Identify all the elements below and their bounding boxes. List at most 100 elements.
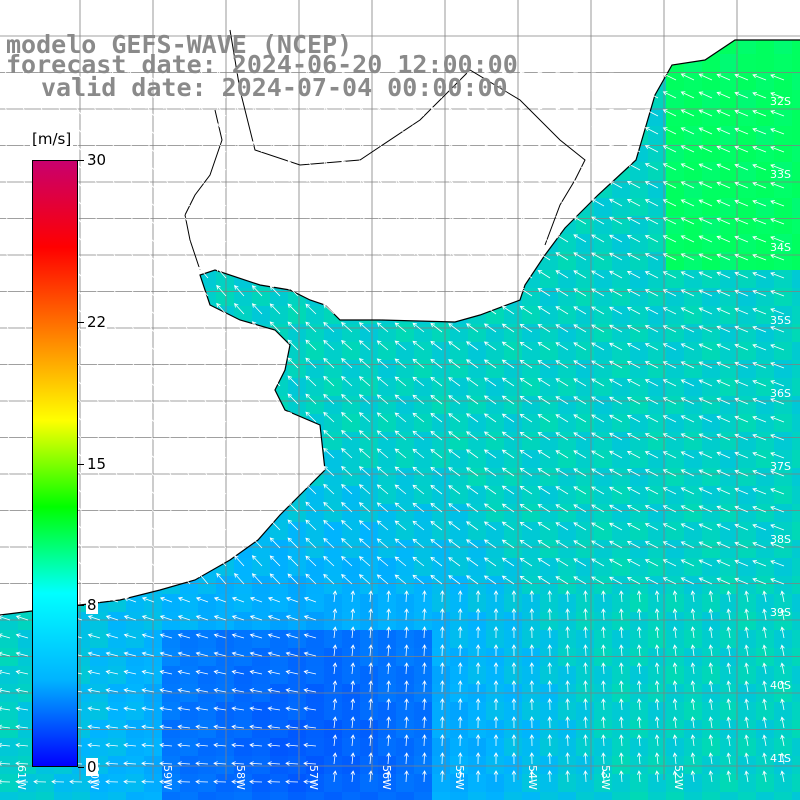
wind-arrow xyxy=(91,229,101,243)
field-cell xyxy=(666,288,684,306)
colorbar-tick-mark xyxy=(78,767,84,768)
wind-arrow xyxy=(734,415,749,423)
wind-arrow xyxy=(358,502,371,513)
field-cell xyxy=(522,324,540,342)
field-cell xyxy=(648,198,666,216)
wind-arrow xyxy=(305,339,317,351)
field-cell xyxy=(504,774,522,792)
wind-arrow xyxy=(619,698,624,711)
field-cell xyxy=(468,576,486,594)
field-cell xyxy=(288,522,306,540)
wind-arrow xyxy=(466,287,479,297)
wind-arrow xyxy=(162,392,173,405)
field-cell xyxy=(270,792,288,800)
wind-arrow xyxy=(422,680,427,693)
colorbar-tick-mark xyxy=(78,321,84,323)
wind-arrow xyxy=(501,251,515,261)
field-cell xyxy=(450,738,468,756)
wind-arrow xyxy=(0,688,11,693)
field-cell xyxy=(522,792,540,800)
wind-arrow xyxy=(87,706,101,711)
field-cell xyxy=(450,414,468,432)
wind-arrow xyxy=(519,575,533,585)
field-cell xyxy=(558,396,576,414)
wind-arrow xyxy=(440,752,445,765)
wind-arrow xyxy=(341,303,353,315)
wind-arrow xyxy=(680,343,695,351)
field-cell xyxy=(702,72,720,90)
field-cell xyxy=(756,144,774,162)
field-cell xyxy=(576,756,594,774)
field-cell xyxy=(180,594,198,612)
field-cell xyxy=(684,288,702,306)
wind-arrow xyxy=(162,428,173,441)
wind-arrow xyxy=(216,374,227,387)
wind-arrow xyxy=(141,669,155,675)
field-cell xyxy=(702,90,720,108)
wind-arrow xyxy=(323,573,335,585)
wind-arrow xyxy=(412,340,425,351)
wind-arrow xyxy=(573,306,587,315)
wind-arrow xyxy=(323,483,335,495)
wind-arrow xyxy=(198,500,209,513)
wind-arrow xyxy=(287,249,299,261)
wind-arrow xyxy=(269,141,281,153)
wind-arrow xyxy=(2,553,11,567)
wind-arrow xyxy=(466,539,479,549)
field-cell xyxy=(594,774,612,792)
wind-arrow xyxy=(501,161,515,171)
wind-arrow xyxy=(573,288,587,297)
wind-arrow xyxy=(636,698,642,711)
field-cell xyxy=(648,414,666,432)
wind-arrow xyxy=(394,124,407,135)
field-cell xyxy=(540,432,558,450)
wind-arrow xyxy=(162,266,173,279)
wind-arrow xyxy=(609,342,623,351)
field-cell xyxy=(108,774,126,792)
wind-arrow xyxy=(358,412,371,423)
wind-arrow xyxy=(519,197,533,207)
wind-arrow xyxy=(195,651,209,657)
wind-arrow xyxy=(144,212,155,225)
field-cell xyxy=(594,378,612,396)
field-cell xyxy=(630,702,648,720)
wind-arrow xyxy=(231,779,245,784)
wind-arrow xyxy=(752,91,767,99)
wind-arrow xyxy=(0,633,11,639)
wind-arrow xyxy=(591,540,605,549)
wind-arrow xyxy=(180,302,191,315)
wind-arrow xyxy=(680,325,695,333)
wind-arrow xyxy=(305,141,317,153)
wind-arrow xyxy=(144,158,155,171)
field-cell xyxy=(720,738,738,756)
field-cell xyxy=(540,594,558,612)
field-cell xyxy=(126,630,144,648)
wind-arrow xyxy=(626,504,641,513)
wind-arrow xyxy=(2,337,11,351)
wind-arrow xyxy=(752,505,767,513)
field-cell xyxy=(0,774,18,792)
field-cell xyxy=(234,756,252,774)
wind-arrow xyxy=(234,285,245,297)
field-cell xyxy=(666,558,684,576)
wind-arrow xyxy=(430,232,443,243)
field-cell xyxy=(774,198,792,216)
wind-arrow xyxy=(198,410,209,423)
wind-arrow xyxy=(341,447,353,459)
wind-arrow xyxy=(716,397,731,405)
wind-arrow xyxy=(177,596,191,603)
field-cell xyxy=(738,468,756,486)
field-cell xyxy=(612,738,630,756)
field-cell xyxy=(522,306,540,324)
field-cell xyxy=(288,360,306,378)
wind-arrow xyxy=(672,662,678,675)
wind-arrow xyxy=(180,572,191,585)
wind-arrow xyxy=(127,410,137,423)
wind-arrow xyxy=(287,465,299,477)
field-cell xyxy=(18,720,36,738)
wind-arrow xyxy=(162,176,173,189)
wind-arrow xyxy=(537,252,551,261)
field-cell xyxy=(558,450,576,468)
field-cell xyxy=(396,468,414,486)
field-cell xyxy=(594,702,612,720)
